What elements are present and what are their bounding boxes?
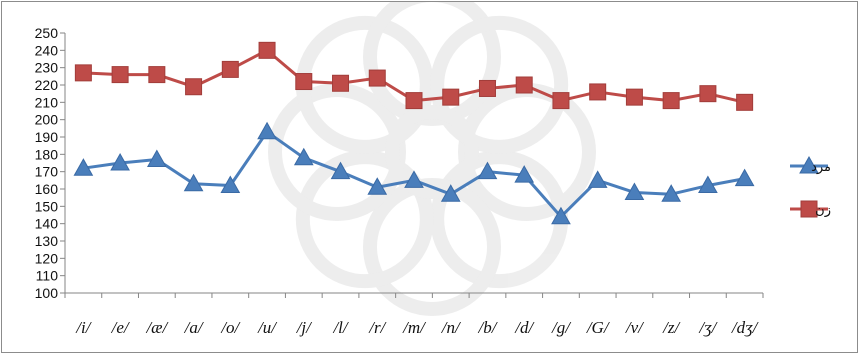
data-point	[332, 74, 350, 92]
data-point	[662, 92, 680, 110]
y-tick-label: 210	[35, 94, 59, 110]
y-tick-label: 240	[35, 42, 59, 58]
data-point	[368, 69, 386, 87]
data-point	[587, 170, 608, 188]
data-point	[698, 175, 718, 194]
series-layer	[73, 41, 755, 225]
y-tick-label: 100	[35, 285, 59, 301]
legend-label: زن	[815, 203, 831, 218]
data-point	[110, 152, 130, 171]
data-point	[405, 92, 423, 110]
data-point	[220, 175, 241, 194]
y-tick-label: 140	[35, 216, 59, 232]
legend-label: مرد	[811, 160, 831, 175]
x-tick-label: /r/	[368, 318, 387, 337]
data-point	[330, 161, 351, 180]
x-axis: /i/ /e/ /æ/ /a/ /o/ /u/ /j/ /l/ /r/ /m/ /n/ /b/ /d/ /…	[64, 292, 764, 337]
y-tick-label: 120	[35, 250, 59, 266]
y-tick-label: 110	[36, 268, 59, 284]
watermark-ornament	[268, 2, 596, 316]
data-point	[440, 184, 461, 202]
x-tick-label: /j/	[296, 318, 313, 337]
x-tick-label: /u/	[257, 318, 278, 337]
x-tick-label: /G/	[586, 318, 611, 337]
data-point	[221, 60, 239, 78]
x-tick-label: /ʒ/	[698, 318, 718, 337]
x-tick-label: /e/	[111, 318, 131, 337]
data-point	[293, 147, 314, 166]
x-tick-label: /g/	[551, 318, 572, 337]
data-point	[257, 121, 277, 140]
data-point	[551, 206, 571, 225]
data-point	[552, 92, 570, 110]
data-point	[478, 79, 496, 97]
data-point	[734, 168, 755, 187]
data-point	[736, 93, 754, 111]
data-point	[442, 88, 460, 106]
data-point	[185, 78, 203, 96]
x-tick-label: /a/	[184, 318, 205, 337]
y-tick-label: 130	[35, 233, 59, 249]
data-point	[73, 158, 94, 176]
data-point	[111, 66, 129, 84]
x-tick-label: /d/	[514, 318, 535, 337]
series-0	[73, 121, 755, 225]
y-tick-label: 190	[35, 129, 59, 145]
data-point	[589, 83, 607, 101]
data-point	[624, 182, 645, 200]
legend-marker	[800, 200, 818, 218]
legend: مرد زن	[790, 155, 831, 218]
y-tick-label: 150	[35, 198, 59, 214]
watermark-ring	[430, 15, 569, 154]
data-point	[404, 170, 424, 188]
y-tick-label: 170	[35, 164, 59, 180]
data-point	[514, 165, 535, 183]
data-point	[661, 184, 682, 202]
data-point	[74, 64, 92, 82]
y-tick-label: 160	[35, 181, 59, 197]
legend-item: زن	[790, 200, 831, 218]
data-point	[699, 85, 717, 103]
data-point	[477, 161, 498, 180]
x-tick-label: /o/	[220, 318, 241, 337]
data-point	[146, 149, 167, 168]
data-point	[367, 177, 388, 195]
x-tick-label: /i/	[75, 318, 92, 337]
watermark-ring	[385, 105, 479, 199]
data-point	[258, 41, 276, 59]
data-point	[295, 73, 313, 91]
x-tick-label: /n/	[441, 318, 462, 337]
data-point	[625, 88, 643, 106]
y-tick-label: 230	[35, 60, 59, 76]
y-tick-label: 200	[35, 112, 59, 128]
y-axis: 1001101201301401501601701801902002102202…	[35, 25, 66, 301]
x-tick-label: /l/	[332, 318, 349, 337]
data-point	[183, 173, 204, 192]
watermark-ring	[363, 178, 501, 316]
x-tick-label: /dʒ/	[731, 318, 760, 337]
x-tick-label: /v/	[625, 318, 645, 337]
y-tick-label: 250	[35, 25, 59, 41]
x-tick-label: /m/	[402, 318, 427, 337]
x-tick-label: /z/	[662, 318, 681, 337]
legend-item: مرد	[790, 155, 831, 175]
data-point	[148, 66, 166, 84]
legend-marker	[799, 155, 819, 174]
y-tick-label: 180	[35, 146, 59, 162]
series-1	[74, 41, 754, 111]
x-tick-label: /æ/	[145, 318, 169, 337]
y-tick-label: 220	[35, 77, 59, 93]
watermark-ring	[295, 150, 434, 289]
watermark-ring	[363, 2, 501, 126]
data-point	[515, 76, 533, 94]
x-tick-label: /b/	[477, 318, 498, 337]
